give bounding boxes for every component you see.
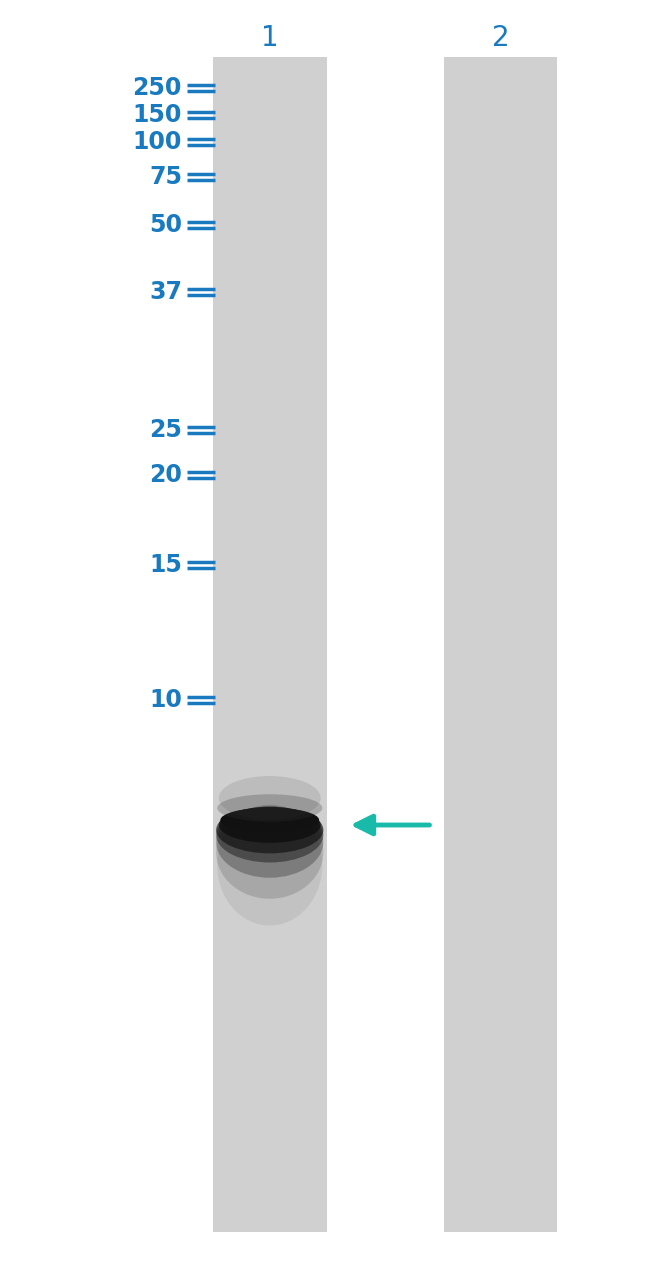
Ellipse shape	[219, 808, 320, 843]
Ellipse shape	[216, 806, 324, 878]
Text: 37: 37	[149, 279, 182, 304]
Ellipse shape	[216, 806, 324, 853]
Ellipse shape	[217, 804, 322, 926]
Text: 1: 1	[261, 24, 279, 52]
Ellipse shape	[219, 776, 320, 820]
Ellipse shape	[217, 794, 322, 822]
Text: 20: 20	[149, 464, 182, 486]
Text: 10: 10	[149, 688, 182, 712]
Ellipse shape	[220, 808, 319, 832]
Text: 2: 2	[491, 24, 510, 52]
Bar	[443, 57, 558, 1232]
Text: 50: 50	[149, 213, 182, 237]
Text: 250: 250	[133, 76, 182, 100]
Text: 15: 15	[149, 552, 182, 577]
Text: 100: 100	[133, 130, 182, 154]
Text: 150: 150	[133, 103, 182, 127]
Ellipse shape	[216, 808, 324, 862]
Text: 25: 25	[149, 418, 182, 442]
Bar	[213, 57, 326, 1232]
Ellipse shape	[216, 805, 324, 899]
Text: 75: 75	[149, 165, 182, 189]
